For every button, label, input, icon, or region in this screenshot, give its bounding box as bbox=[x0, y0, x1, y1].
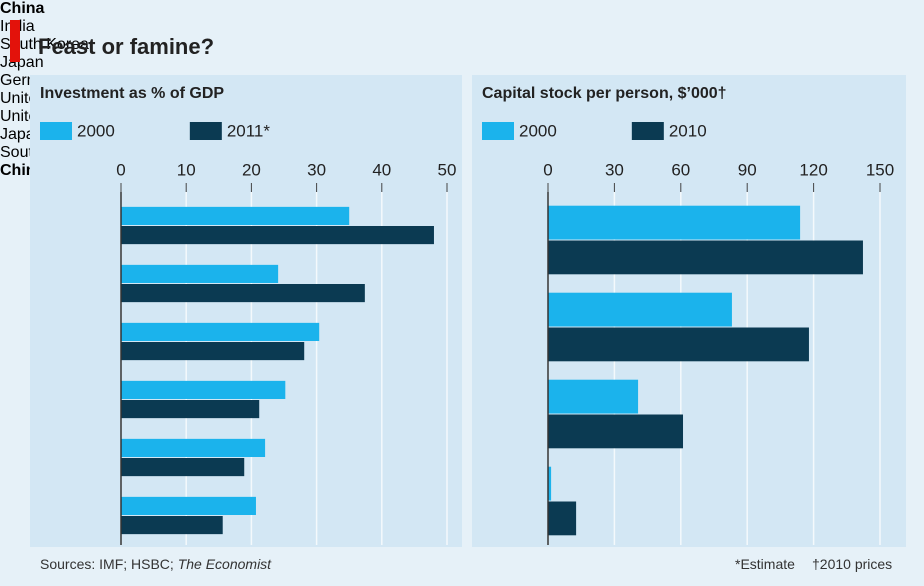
bar bbox=[121, 206, 350, 225]
bar bbox=[548, 292, 732, 327]
panel-background bbox=[30, 75, 462, 547]
y-tick-label: China bbox=[0, 0, 45, 17]
legend-label: 2000 bbox=[77, 121, 115, 140]
panel-title: Investment as % of GDP bbox=[40, 85, 224, 102]
x-tick-label: 120 bbox=[799, 160, 827, 179]
legend-label: 2010 bbox=[669, 121, 707, 140]
bar bbox=[548, 240, 863, 275]
panel-title: Capital stock per person, $’000† bbox=[482, 85, 727, 102]
x-tick-label: 0 bbox=[543, 160, 552, 179]
bar bbox=[121, 342, 305, 361]
x-tick-label: 30 bbox=[605, 160, 624, 179]
bar bbox=[548, 205, 801, 240]
legend-label: 2011* bbox=[227, 121, 271, 140]
bar bbox=[548, 379, 639, 414]
bar bbox=[121, 516, 223, 535]
x-tick-label: 30 bbox=[307, 160, 326, 179]
note: †2010 prices bbox=[812, 556, 893, 572]
sources-italic: The Economist bbox=[177, 556, 272, 572]
bar bbox=[121, 380, 286, 399]
y-tick-label: South Korea bbox=[0, 36, 89, 53]
bar bbox=[121, 438, 266, 457]
x-tick-label: 90 bbox=[738, 160, 757, 179]
bar bbox=[121, 400, 260, 419]
note: *Estimate bbox=[735, 556, 795, 572]
x-tick-label: 50 bbox=[438, 160, 457, 179]
legend-label: 2000 bbox=[519, 121, 557, 140]
x-tick-label: 10 bbox=[177, 160, 196, 179]
bar bbox=[121, 264, 279, 283]
title-accent bbox=[10, 20, 20, 62]
x-tick-label: 60 bbox=[671, 160, 690, 179]
bar bbox=[548, 414, 684, 449]
chart-title: Feast or famine? bbox=[38, 34, 214, 59]
x-tick-label: 0 bbox=[116, 160, 125, 179]
legend-swatch bbox=[482, 122, 514, 140]
legend-swatch bbox=[189, 122, 222, 140]
bar bbox=[121, 226, 434, 245]
bar bbox=[548, 501, 577, 536]
x-tick-label: 20 bbox=[242, 160, 261, 179]
bar bbox=[121, 496, 256, 515]
sources: Sources: IMF; HSBC; The Economist bbox=[40, 556, 271, 572]
bar bbox=[121, 284, 365, 303]
sources-text: Sources: IMF; HSBC; bbox=[40, 556, 174, 572]
bar bbox=[121, 458, 245, 477]
bar bbox=[121, 322, 320, 341]
legend-swatch bbox=[40, 122, 72, 140]
bar bbox=[548, 327, 809, 362]
x-tick-label: 150 bbox=[866, 160, 894, 179]
x-tick-label: 40 bbox=[372, 160, 391, 179]
bar bbox=[548, 466, 552, 501]
legend-swatch bbox=[631, 122, 664, 140]
